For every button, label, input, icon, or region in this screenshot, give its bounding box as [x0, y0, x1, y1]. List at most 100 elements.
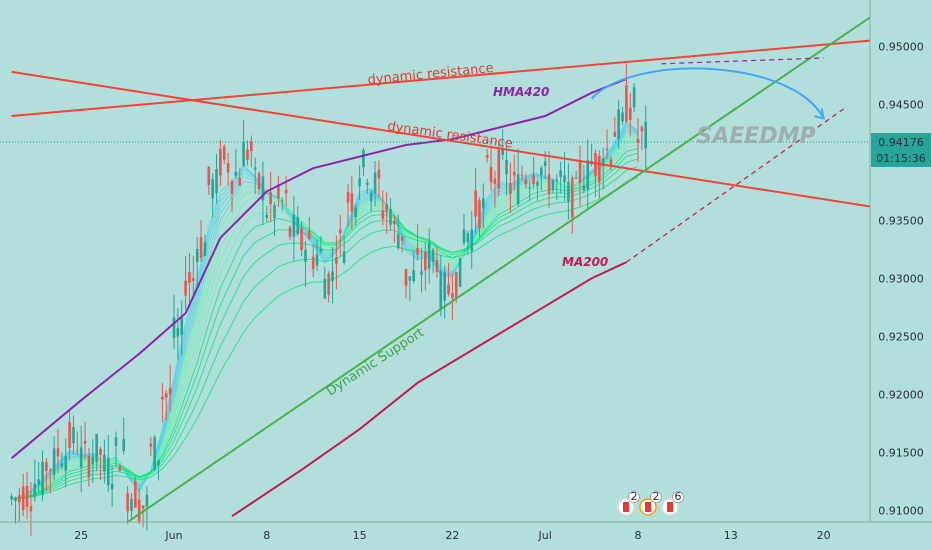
candle-body [424, 251, 427, 271]
candle-body [381, 210, 385, 219]
candle-body [180, 316, 184, 335]
x-tick-label: Jul [538, 529, 552, 542]
candle-body [87, 455, 91, 478]
candle-body [79, 447, 83, 468]
candle-body [369, 192, 373, 202]
candle-body [462, 229, 466, 244]
candle-body [300, 227, 303, 250]
candle-body [48, 470, 52, 472]
candle-body [192, 278, 195, 281]
x-tick-label: 13 [724, 529, 738, 542]
candle-body [137, 499, 141, 522]
candle-body [338, 229, 342, 234]
y-tick-label: 0.95000 [878, 40, 924, 53]
indicator-ma200 [231, 261, 627, 518]
candle-body [358, 178, 361, 187]
event-marker[interactable]: 2 [639, 490, 662, 516]
candle-body [373, 172, 377, 194]
candle-body [470, 229, 474, 252]
candle-body [594, 152, 597, 177]
candle-body [304, 249, 307, 262]
candle-body [512, 171, 516, 176]
last-price-value: 0.94176 [878, 136, 924, 149]
event-count-label: 2 [653, 490, 660, 503]
candle-body [234, 171, 238, 176]
ribbon-line [11, 158, 639, 500]
candle-body [103, 454, 106, 472]
economic-events[interactable]: 2 2 6 [617, 490, 684, 516]
candle-body [342, 251, 346, 264]
candle-body [427, 243, 431, 269]
candle-body [516, 173, 520, 205]
watermark-text: SAEEDMP [696, 124, 815, 149]
last-price-badge [871, 132, 931, 167]
projection-dashed [661, 57, 824, 65]
candle-body [644, 121, 648, 149]
event-count-badge [628, 491, 640, 503]
candle-body [219, 148, 222, 176]
candle-body [14, 498, 17, 502]
candle-body [485, 154, 489, 159]
candle-body [319, 248, 323, 252]
candle-body [536, 181, 539, 186]
candle-body [122, 438, 126, 451]
trendline-resistance [11, 39, 871, 117]
candle-body [532, 174, 535, 185]
x-tick-label: 8 [263, 529, 270, 542]
candle-body [613, 131, 617, 137]
projections [590, 57, 848, 263]
candle-body [118, 465, 122, 472]
event-flag-icon [645, 502, 651, 512]
candle-body [420, 271, 423, 275]
candle-body [601, 158, 605, 167]
candle-body [574, 177, 578, 179]
candle-body [563, 175, 566, 183]
candles [10, 64, 648, 537]
candle-body [540, 167, 543, 176]
candle-body [21, 486, 25, 511]
candle-body [222, 146, 226, 160]
event-marker[interactable]: 6 [661, 490, 684, 516]
candle-body [130, 498, 133, 511]
candle-body [184, 280, 187, 296]
candle-body [261, 176, 265, 201]
candle-body [524, 179, 528, 185]
candle-body [207, 166, 211, 186]
candle-body [497, 149, 501, 189]
candle-body [41, 461, 44, 495]
last-price-tag: 0.94176 01:15:36 [871, 132, 931, 167]
candle-body [625, 85, 628, 122]
y-tick-label: 0.93500 [878, 214, 924, 227]
y-tick-label: 0.92000 [878, 388, 924, 401]
candle-body [52, 448, 56, 475]
candle-body [226, 163, 230, 173]
event-marker[interactable]: 2 [617, 490, 640, 516]
candle-body [238, 177, 242, 186]
candle-body [404, 269, 408, 286]
x-tick-label: 8 [635, 529, 642, 542]
candle-body [56, 448, 60, 457]
candle-body [253, 167, 257, 170]
candle-body [242, 141, 245, 166]
x-axis-tick-labels: 25 Jun 8 15 22 Jul 8 13 20 [74, 529, 830, 542]
event-count-badge [672, 491, 684, 503]
candle-body [296, 217, 300, 235]
candle-body [164, 393, 168, 398]
candle-body [458, 258, 462, 287]
candle-body [335, 257, 338, 264]
candle-body [230, 180, 234, 194]
candle-body [621, 112, 624, 122]
candle-body [559, 170, 562, 177]
candle-body [176, 328, 180, 337]
candle-body [157, 460, 160, 466]
candle-body [106, 457, 110, 486]
candle-body [203, 242, 207, 256]
candle-body [199, 237, 203, 258]
candle-body [188, 272, 191, 283]
event-flag-icon [667, 502, 673, 512]
candle-body [68, 422, 71, 448]
candle-body [543, 161, 547, 166]
candle-body [141, 505, 145, 509]
